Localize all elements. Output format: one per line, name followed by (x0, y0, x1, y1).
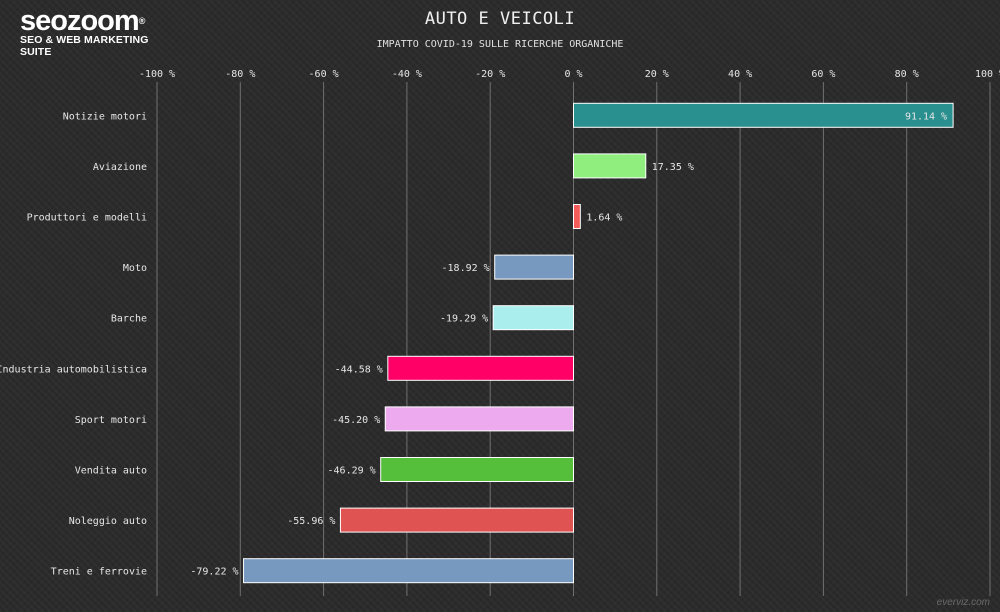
category-label: Vendita auto (75, 466, 147, 477)
x-tick-label: -60 % (309, 69, 339, 80)
bar[interactable] (573, 102, 954, 128)
chart-subtitle: IMPATTO COVID-19 SULLE RICERCHE ORGANICH… (376, 39, 624, 50)
credit-link[interactable]: everviz.com (936, 597, 990, 608)
category-label: Sport motori (75, 415, 147, 426)
bar[interactable] (387, 355, 575, 381)
data-labels: 91.14 % 17.35 % 1.64 % -18.92 % -19.29 % -44.… (190, 111, 947, 577)
data-label: -46.29 % (328, 466, 376, 477)
category-label: Barche (111, 314, 147, 325)
category-labels: Notizie motori Aviazione Produttori e mode… (0, 111, 147, 577)
data-label: -55.96 % (287, 516, 335, 527)
bars (243, 102, 954, 584)
bar[interactable] (494, 254, 575, 280)
data-label: -18.92 % (442, 263, 490, 274)
bar[interactable] (573, 153, 647, 179)
data-label: -44.58 % (335, 364, 383, 375)
data-label: -19.29 % (440, 314, 488, 325)
logo-wordmark: seozoom (20, 5, 140, 37)
x-tick-label: 40 % (728, 69, 752, 80)
bar[interactable] (339, 507, 574, 533)
x-tick-label: -100 % (139, 69, 175, 80)
x-tick-label: -40 % (392, 69, 422, 80)
bar[interactable] (380, 457, 574, 482)
data-label: 1.64 % (586, 213, 622, 224)
bar[interactable] (243, 558, 574, 584)
x-tick-label: 100 % (975, 69, 1000, 80)
x-axis-ticks: -100 % -80 % -60 % -40 % -20 % 0 % 20 % 40 % 60 … (139, 69, 1000, 80)
category-label: Noleggio auto (69, 516, 147, 527)
logo-registered-mark: ® (138, 16, 146, 26)
x-tick-label: 20 % (645, 69, 669, 80)
category-label: Produttori e modelli (27, 213, 147, 224)
x-tick-label: -20 % (475, 69, 505, 80)
x-tick-label: 80 % (895, 69, 919, 80)
seozoom-logo: seozoom® SEO & WEB MARKETING SUITE (20, 5, 180, 58)
data-label: -45.20 % (332, 415, 380, 426)
x-tick-label: 0 % (564, 69, 582, 80)
chart-title: AUTO E VEICOLI (424, 9, 576, 29)
logo-tagline: SEO & WEB MARKETING SUITE (20, 34, 149, 58)
category-label: Treni e ferrovie (51, 567, 147, 578)
data-label: 91.14 % (905, 111, 947, 122)
category-label: Industria automobilistica (0, 364, 147, 375)
category-label: Notizie motori (63, 111, 147, 122)
x-tick-label: 60 % (811, 69, 835, 80)
x-tick-label: -80 % (225, 69, 255, 80)
bar[interactable] (384, 406, 574, 432)
data-label: -79.22 % (190, 567, 238, 578)
category-label: Moto (123, 263, 147, 274)
bar[interactable] (492, 305, 574, 331)
bar[interactable] (573, 204, 581, 229)
data-label: 17.35 % (652, 162, 694, 173)
category-label: Aviazione (93, 162, 147, 173)
